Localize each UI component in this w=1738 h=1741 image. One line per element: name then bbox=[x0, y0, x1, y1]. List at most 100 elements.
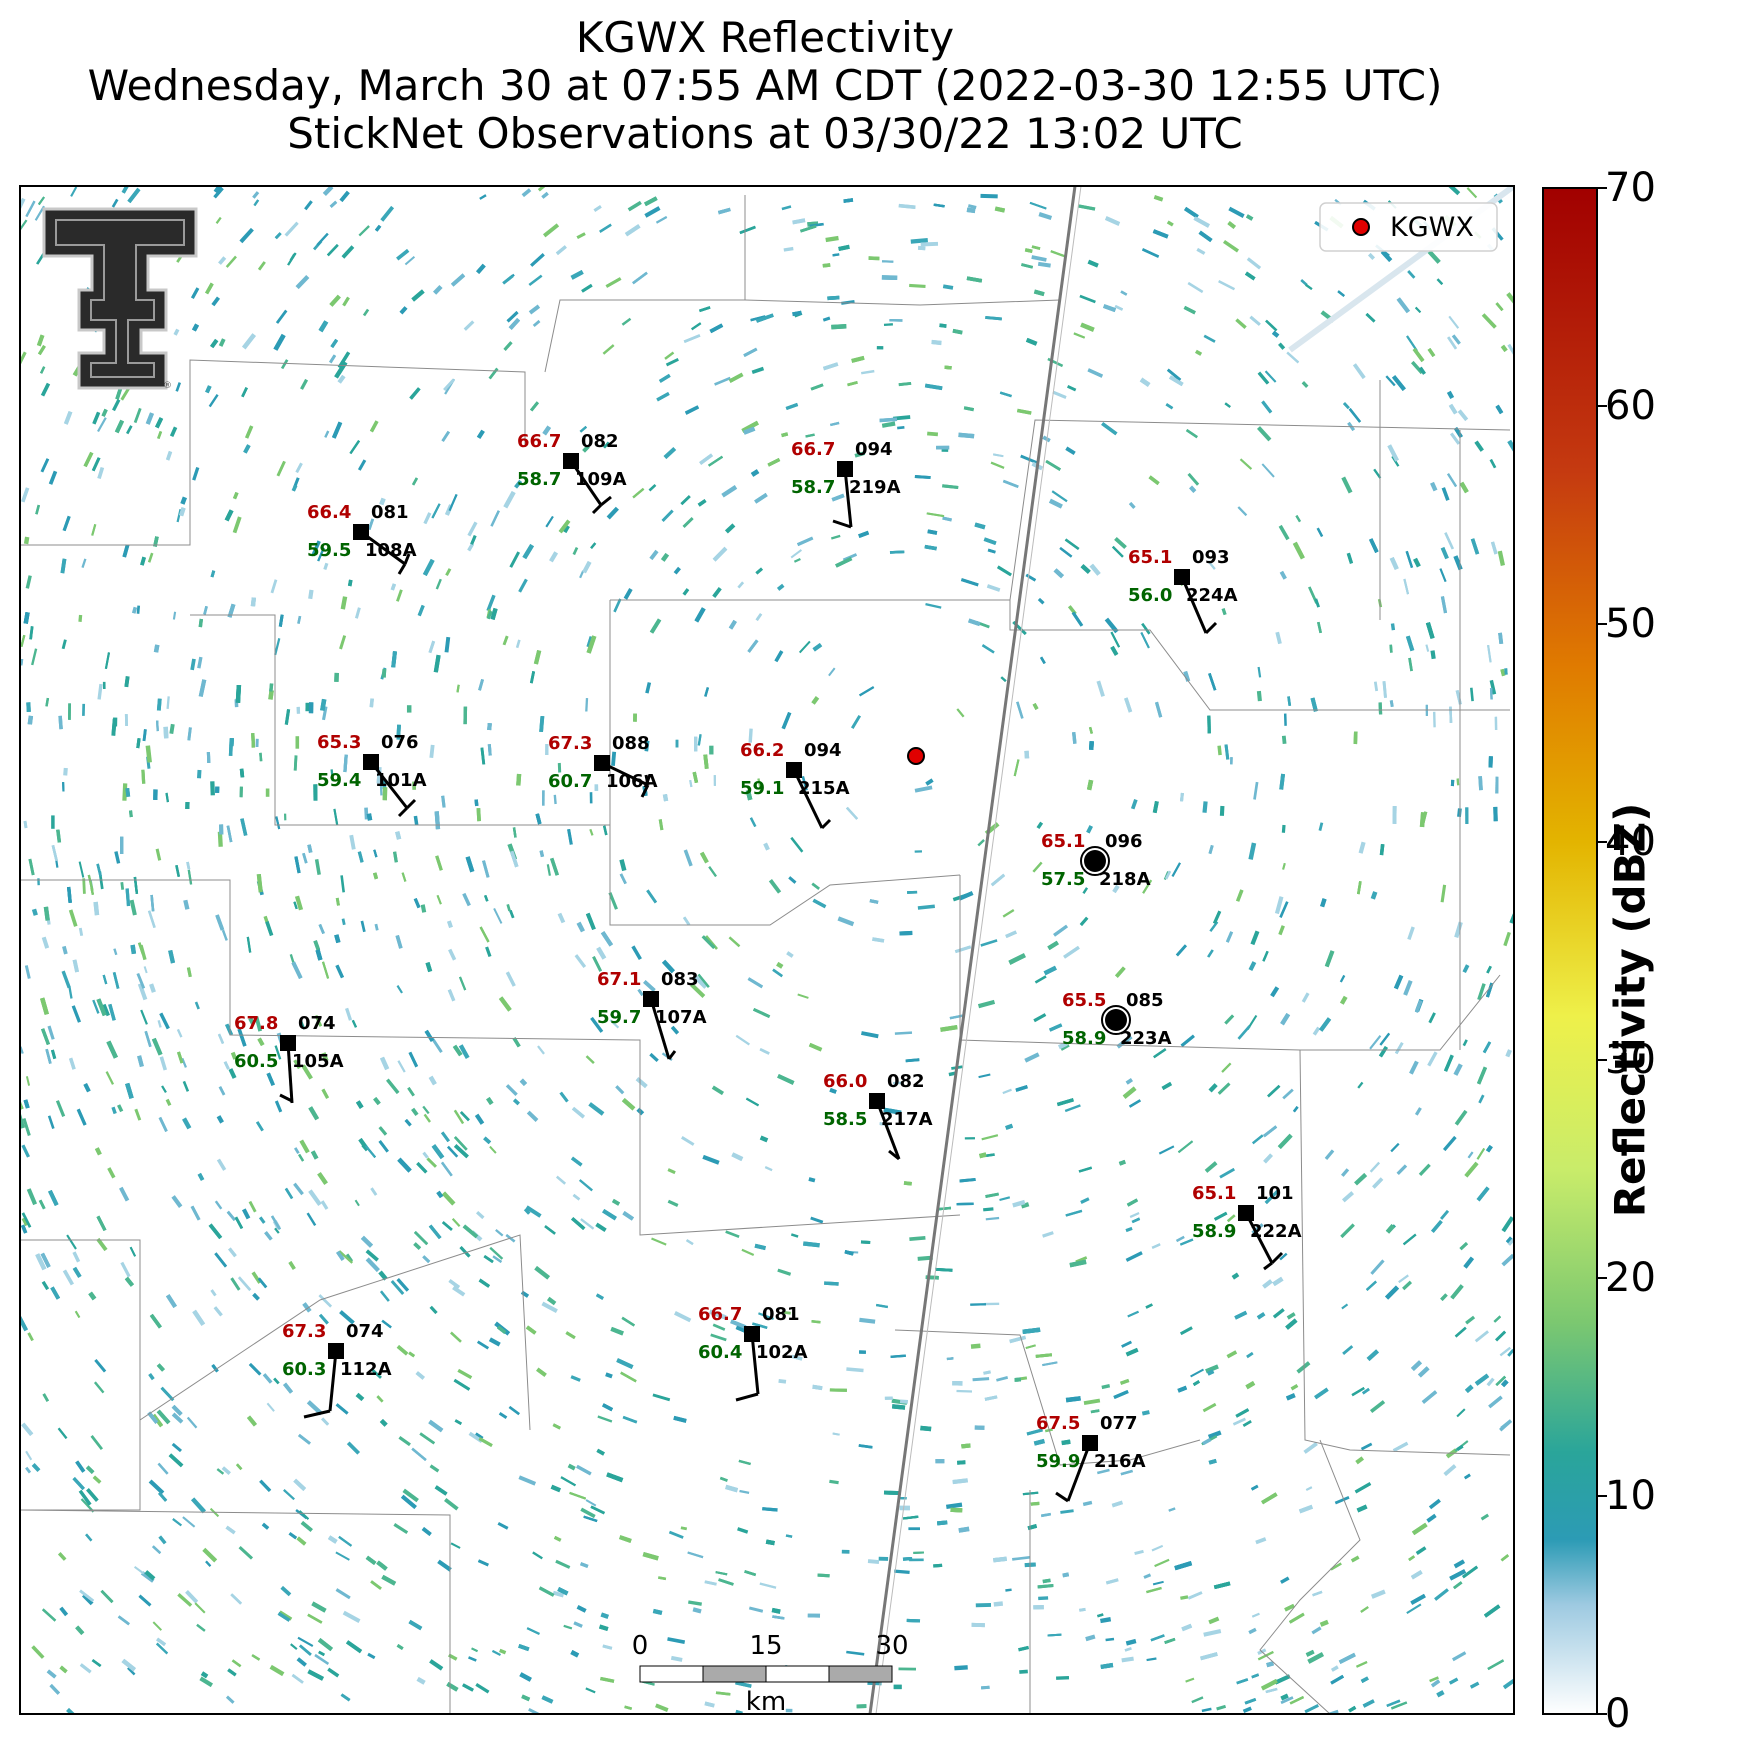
echo-gate bbox=[211, 1364, 219, 1373]
echo-gate bbox=[1382, 681, 1387, 698]
echo-gate bbox=[744, 1570, 757, 1577]
echo-gate bbox=[1341, 1191, 1355, 1203]
echo-gate bbox=[340, 1693, 351, 1702]
echo-gate bbox=[1250, 1484, 1259, 1491]
echo-gate bbox=[1428, 1012, 1436, 1024]
echo-gate bbox=[1075, 1256, 1088, 1264]
echo-gate bbox=[1284, 1603, 1295, 1612]
echo-gate bbox=[526, 1110, 539, 1122]
echo-gate bbox=[1073, 332, 1086, 339]
echo-gate bbox=[175, 382, 182, 392]
echo-gate bbox=[1216, 1704, 1227, 1711]
echo-gate bbox=[977, 839, 985, 847]
echo-gate bbox=[709, 1309, 727, 1320]
echo-gate bbox=[467, 543, 475, 552]
echo-gate bbox=[1490, 541, 1498, 555]
echo-gate bbox=[462, 1224, 479, 1239]
echo-gate bbox=[1282, 1088, 1294, 1100]
echo-gate bbox=[1459, 481, 1469, 494]
echo-gate bbox=[452, 1044, 463, 1057]
echo-gate bbox=[187, 869, 193, 885]
echo-gate bbox=[21, 1212, 32, 1228]
station-dewpoint: 57.5 bbox=[1041, 869, 1085, 890]
echo-gate bbox=[1408, 657, 1413, 672]
echo-gate bbox=[1456, 1444, 1464, 1452]
echo-gate bbox=[92, 1475, 102, 1484]
echo-gate bbox=[294, 856, 301, 874]
echo-gate bbox=[1393, 974, 1404, 990]
echo-gate bbox=[1016, 408, 1032, 415]
echo-gate bbox=[1033, 1013, 1047, 1023]
echo-gate bbox=[774, 650, 784, 663]
echo-gate bbox=[957, 1460, 966, 1465]
echo-gate bbox=[81, 558, 87, 568]
echo-gate bbox=[232, 491, 239, 500]
echo-gate bbox=[297, 615, 302, 624]
echo-gate bbox=[329, 200, 338, 208]
echo-gate bbox=[883, 1107, 902, 1115]
echo-gate bbox=[489, 1145, 497, 1154]
echo-gate bbox=[1409, 1060, 1419, 1075]
echo-gate bbox=[1418, 1163, 1431, 1177]
station-temperature: 66.7 bbox=[517, 431, 561, 452]
echo-gate bbox=[194, 1602, 206, 1614]
echo-gate bbox=[534, 1265, 551, 1280]
echo-gate bbox=[1489, 687, 1493, 700]
echo-gate bbox=[428, 1224, 442, 1240]
echo-gate bbox=[258, 261, 266, 271]
echo-gate bbox=[1221, 1062, 1232, 1073]
echo-gate bbox=[1130, 798, 1138, 810]
colorbar-tick-label: 70 bbox=[1605, 165, 1656, 211]
echo-gate bbox=[1360, 1606, 1369, 1613]
echo-gate bbox=[92, 411, 101, 425]
echo-gate bbox=[1166, 220, 1174, 227]
echo-gate bbox=[334, 361, 348, 379]
echo-gate bbox=[645, 682, 652, 694]
echo-gate bbox=[1078, 204, 1096, 211]
echo-gate bbox=[1317, 621, 1322, 634]
wind-barb bbox=[1066, 1442, 1092, 1502]
echo-gate bbox=[176, 508, 182, 523]
echo-gate bbox=[248, 1017, 256, 1026]
echo-gate bbox=[1020, 454, 1038, 465]
echo-gate bbox=[496, 1325, 507, 1334]
echo-gate bbox=[1389, 556, 1399, 571]
echo-gate bbox=[781, 711, 792, 730]
echo-gate bbox=[67, 886, 72, 903]
echo-gate bbox=[1500, 1554, 1509, 1562]
echo-gate bbox=[1304, 1704, 1319, 1714]
echo-gate bbox=[743, 426, 756, 435]
echo-gate bbox=[567, 1463, 576, 1471]
echo-gate bbox=[48, 1189, 59, 1206]
echo-gate bbox=[1271, 330, 1280, 338]
echo-gate bbox=[495, 1229, 504, 1237]
echo-gate bbox=[435, 578, 442, 590]
echo-gate bbox=[1448, 315, 1460, 329]
echo-gate bbox=[90, 887, 95, 895]
echo-gate bbox=[1289, 1696, 1304, 1705]
echo-gate bbox=[97, 466, 105, 480]
echo-gate bbox=[433, 284, 443, 295]
echo-gate bbox=[317, 1638, 333, 1652]
station-wind-direction: 082 bbox=[581, 431, 619, 452]
echo-gate bbox=[436, 894, 442, 905]
echo-gate bbox=[26, 1188, 38, 1206]
echo-gate bbox=[23, 536, 30, 545]
echo-gate bbox=[27, 1332, 34, 1342]
echo-gate bbox=[40, 458, 50, 473]
echo-gate bbox=[714, 376, 731, 386]
echo-gate bbox=[287, 252, 297, 266]
echo-gate bbox=[1236, 889, 1244, 902]
echo-gate bbox=[1414, 1107, 1422, 1116]
echo-gate bbox=[1141, 1410, 1150, 1416]
echo-gate bbox=[1158, 1145, 1175, 1155]
echo-gate bbox=[652, 1608, 663, 1615]
echo-gate bbox=[330, 338, 339, 349]
echo-gate bbox=[812, 642, 823, 652]
echo-gate bbox=[1369, 1035, 1382, 1050]
echo-gate bbox=[370, 1580, 382, 1590]
echo-gate bbox=[1114, 537, 1127, 549]
echo-gate bbox=[130, 944, 137, 955]
echo-gate bbox=[894, 1031, 913, 1035]
echo-gate bbox=[448, 493, 458, 512]
